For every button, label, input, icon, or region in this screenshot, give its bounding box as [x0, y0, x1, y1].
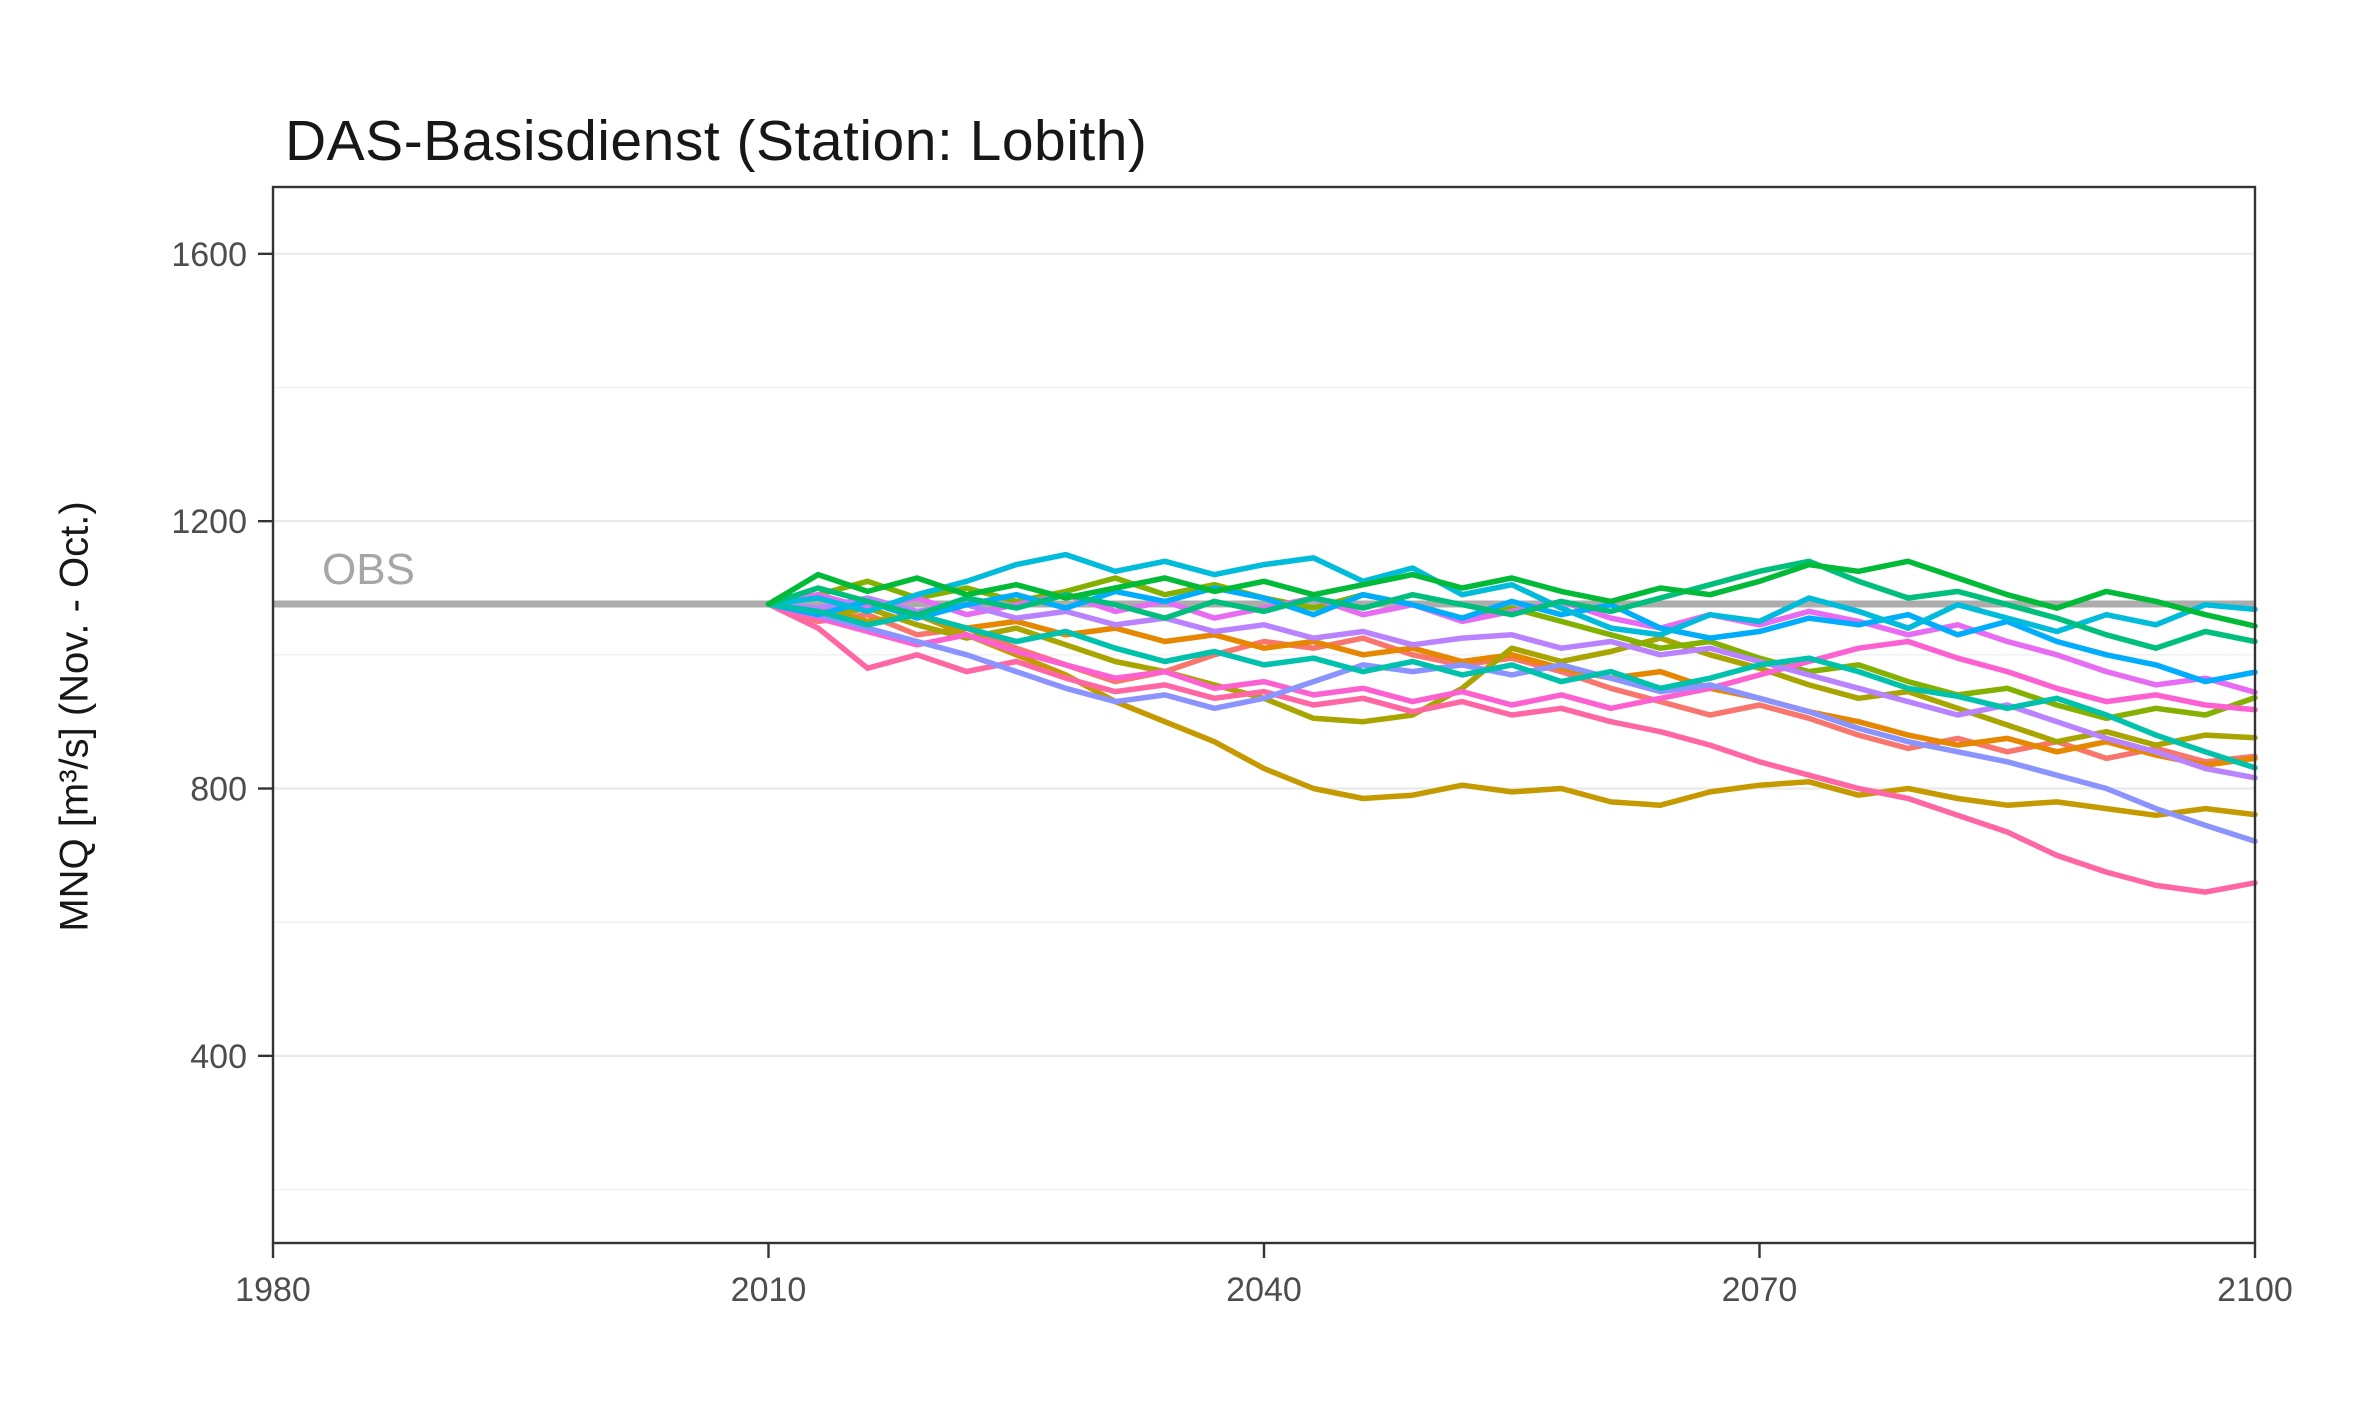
obs-reference-label: OBS: [322, 545, 415, 594]
chart-title: DAS-Basisdienst (Station: Lobith): [285, 109, 1148, 173]
x-tick-label: 2100: [2217, 1271, 2293, 1309]
series-line-cyan: [765, 551, 2258, 638]
series-line-hot-pink: [765, 601, 2258, 895]
y-tick-label: 1600: [171, 236, 247, 274]
series-line-teal: [765, 601, 2258, 771]
x-tick-label: 1980: [235, 1271, 311, 1309]
x-tick-label: 2040: [1226, 1271, 1302, 1309]
series-line-amethyst: [765, 595, 2258, 781]
y-tick-label: 1200: [171, 503, 247, 541]
series-line-orange: [765, 601, 2258, 768]
x-tick-label: 2010: [731, 1271, 807, 1309]
series-line-coral: [765, 601, 2258, 765]
series-line-emerald: [765, 558, 2258, 651]
series-line-green: [765, 558, 2258, 629]
series-line-orchid: [765, 591, 2258, 696]
y-tick-label: 400: [190, 1038, 247, 1076]
series-line-olive: [765, 601, 2258, 748]
y-tick-label: 800: [190, 771, 247, 809]
series-line-goldenrod: [765, 601, 2258, 819]
series-line-periwinkle: [765, 601, 2258, 845]
series-line-yellow-green: [765, 575, 2258, 722]
x-tick-label: 2070: [1722, 1271, 1798, 1309]
series-line-sky-blue: [765, 585, 2258, 685]
series-line-deep-pink: [765, 601, 2258, 713]
